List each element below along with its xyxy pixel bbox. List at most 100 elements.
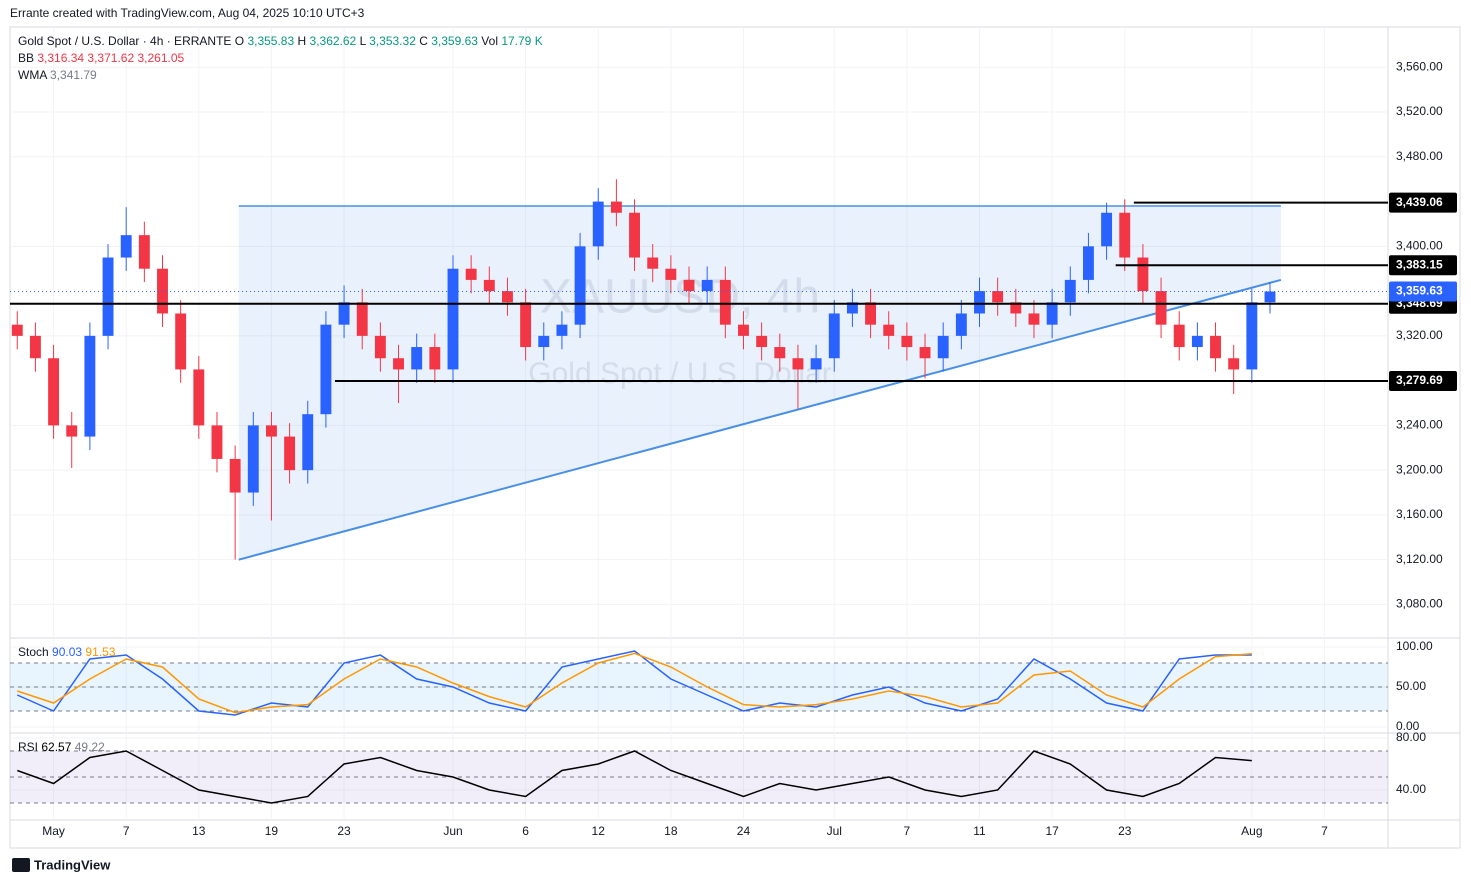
candle-body (84, 335, 96, 437)
candle-body (66, 425, 78, 437)
x-tick-label: 7 (1321, 824, 1328, 838)
candle-body (247, 425, 259, 493)
y-tick-label: 3,120.00 (1396, 552, 1443, 566)
candle-body (538, 335, 550, 348)
y-tick-label: 3,520.00 (1396, 104, 1443, 118)
candle-body (120, 235, 132, 258)
candle-body (846, 302, 858, 314)
y-tick-label: 80.00 (1396, 730, 1426, 744)
candle-body (193, 369, 205, 426)
candle-body (48, 358, 60, 426)
legend-text: 3,359.63 (431, 34, 478, 48)
level-label: 3,279.69 (1396, 373, 1443, 387)
legend-text: 3,355.83 (247, 34, 294, 48)
legend-text: RSI (18, 740, 38, 754)
x-tick-label: 24 (737, 824, 751, 838)
candle-body (1101, 212, 1113, 247)
candle-body (29, 335, 41, 359)
level-label-box (1389, 370, 1457, 391)
candle-body (138, 235, 150, 269)
candle-body (320, 324, 332, 415)
level-label: 3,383.15 (1396, 257, 1443, 271)
candle-body (265, 425, 277, 437)
legend-text: 3,261.05 (137, 51, 184, 65)
legend-text: Gold Spot / U.S. Dollar · 4h · ERRANTE (18, 34, 231, 48)
logo (12, 858, 30, 872)
y-tick-label: 3,080.00 (1396, 597, 1443, 611)
legend-text: Vol (481, 34, 498, 48)
x-tick-label: 11 (973, 824, 986, 838)
candle-body (229, 458, 241, 493)
indicator-line (17, 652, 1252, 714)
legend-text: WMA (18, 68, 47, 82)
candle-body (719, 279, 731, 325)
y-tick-label: 3,160.00 (1396, 507, 1443, 521)
candle-body (411, 347, 423, 370)
level-label: 3,439.06 (1396, 195, 1443, 209)
y-tick-label: 3,480.00 (1396, 149, 1443, 163)
candle-body (883, 324, 895, 336)
legend-value: 90.03 (52, 645, 82, 659)
x-tick-label: 13 (192, 824, 206, 838)
legend-text: Stoch (18, 645, 49, 659)
candle-body (102, 257, 114, 336)
candle-body (919, 347, 931, 359)
candle-body (1246, 302, 1258, 370)
candle-body (1082, 246, 1094, 280)
candle-body (556, 324, 568, 336)
candle-body (629, 212, 640, 258)
candle-body (429, 347, 441, 370)
candle-body (393, 358, 404, 370)
x-tick-label: Aug (1241, 824, 1262, 838)
candle-body (865, 302, 877, 325)
candle-body (465, 268, 477, 280)
legend-text: 17.79 K (501, 34, 542, 48)
x-tick-label: 18 (664, 824, 678, 838)
y-tick-label: 50.00 (1396, 679, 1426, 693)
x-tick-label: 17 (1045, 824, 1059, 838)
candle-body (520, 302, 532, 348)
candle-body (11, 324, 23, 336)
candle-body (302, 414, 314, 471)
legend-text: 3,341.79 (50, 68, 97, 82)
trendline (238, 278, 1282, 561)
candle-body (1028, 313, 1040, 325)
watermark: XAUUSD, 4h (540, 271, 820, 324)
last-price-label: 3,359.63 (1396, 284, 1443, 298)
x-tick-label: 12 (592, 824, 606, 838)
candle-body (955, 313, 967, 336)
indicator-pane (10, 650, 1388, 716)
x-tick-label: Jul (827, 824, 842, 838)
candle-body (356, 302, 368, 336)
footer-brand: TradingView (34, 857, 111, 872)
legend-text: 3,362.62 (310, 34, 357, 48)
candle-body (574, 246, 586, 325)
candle-body (810, 358, 822, 370)
candle-body (610, 201, 622, 213)
legend-text: L (360, 34, 367, 48)
candle-body (756, 335, 768, 348)
frame (9, 26, 1461, 849)
candle-body (1010, 302, 1022, 314)
candle-body (374, 335, 386, 359)
price-pane: XAUUSD, 4h Gold Spot / U.S. Dollar (11, 179, 1282, 561)
candle-body (1155, 291, 1167, 325)
candle-body (647, 257, 659, 269)
bb-legend: BB 3,316.34 3,371.62 3,261.05 (18, 51, 185, 65)
indicator-line (17, 750, 1252, 804)
x-tick-label: May (42, 824, 65, 838)
y-tick-label: 3,560.00 (1396, 59, 1443, 73)
y-tick-label: 3,240.00 (1396, 418, 1443, 432)
candle-body (792, 358, 804, 370)
candle-body (974, 291, 985, 314)
legend-value: 91.53 (85, 645, 115, 659)
candle-body (483, 279, 495, 292)
x-tick-label: 23 (337, 824, 351, 838)
candle-body (338, 302, 350, 325)
candle-body (1210, 335, 1221, 359)
y-tick-label: 3,400.00 (1396, 239, 1443, 253)
legend-text: 3,371.62 (87, 51, 134, 65)
y-tick-label: 40.00 (1396, 782, 1426, 796)
candle-body (1191, 335, 1203, 348)
